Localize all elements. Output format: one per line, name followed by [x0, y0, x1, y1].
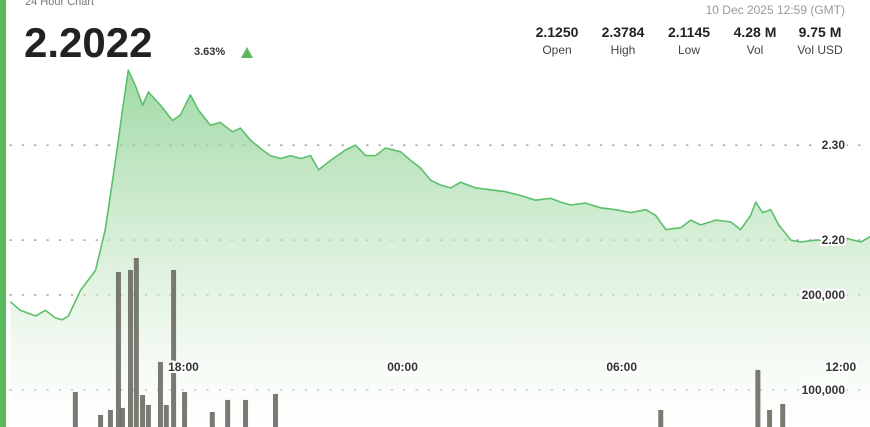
volume-bar [658, 409, 664, 427]
volume-bar [128, 269, 134, 427]
stat-label: Low [678, 43, 700, 57]
data [9, 69, 870, 427]
up-arrow [241, 47, 253, 58]
stat-value: 9.75 M [799, 24, 842, 40]
stat-label: High [611, 43, 636, 57]
y-tick-label: 2.20 [822, 233, 846, 247]
stat-value: 2.1145 [668, 24, 710, 40]
stat-value: 2.1250 [536, 24, 579, 40]
stat-value: 2.3784 [602, 24, 645, 40]
stat-label: Open [542, 43, 571, 57]
stat-label: Vol USD [797, 43, 843, 57]
volume-bar [140, 394, 146, 427]
price-line [9, 69, 870, 321]
volume-bar [182, 391, 188, 427]
volume-bar [225, 399, 231, 427]
x-tick-label: 00:00 [387, 360, 418, 374]
y-tick-label: 200,000 [802, 288, 846, 302]
volume-bar [767, 409, 773, 427]
volume-bar [780, 403, 786, 427]
volume-bar [119, 407, 125, 427]
chart-title: 24 Hour Chart [25, 0, 94, 8]
change: 3.63% [194, 46, 225, 58]
accent-bar [0, 0, 6, 427]
volume-bar [72, 391, 78, 427]
stat-value: 4.28 M [734, 24, 777, 40]
x-tick-label: 12:00 [825, 360, 856, 374]
labels: 2.20 2.30 100,000 200,000 18:00 00:00 06:00 12:… [166, 136, 858, 399]
volume-bar [171, 269, 177, 427]
price: 2.2022 [24, 19, 152, 66]
volume-bar [98, 414, 104, 427]
price-area [10, 70, 870, 427]
volume-bar [115, 271, 121, 427]
volume-bar [163, 404, 169, 427]
timestamp: 10 Dec 2025 12:59 (GMT) [706, 3, 845, 17]
x-tick-label: 06:00 [606, 360, 637, 374]
volume-bar [107, 409, 113, 427]
volume-bar [145, 404, 151, 427]
y-tick-label: 2.30 [822, 138, 846, 152]
volume-bar [243, 399, 249, 427]
x-tick-label: 18:00 [168, 360, 199, 374]
volume-bar [755, 369, 761, 427]
volume-bar [209, 411, 215, 427]
volume-bar [133, 258, 139, 427]
volume-bar [272, 393, 278, 427]
y-tick-label: 100,000 [802, 383, 846, 397]
stat-label: Vol [747, 43, 764, 57]
volume-bar [157, 361, 163, 427]
